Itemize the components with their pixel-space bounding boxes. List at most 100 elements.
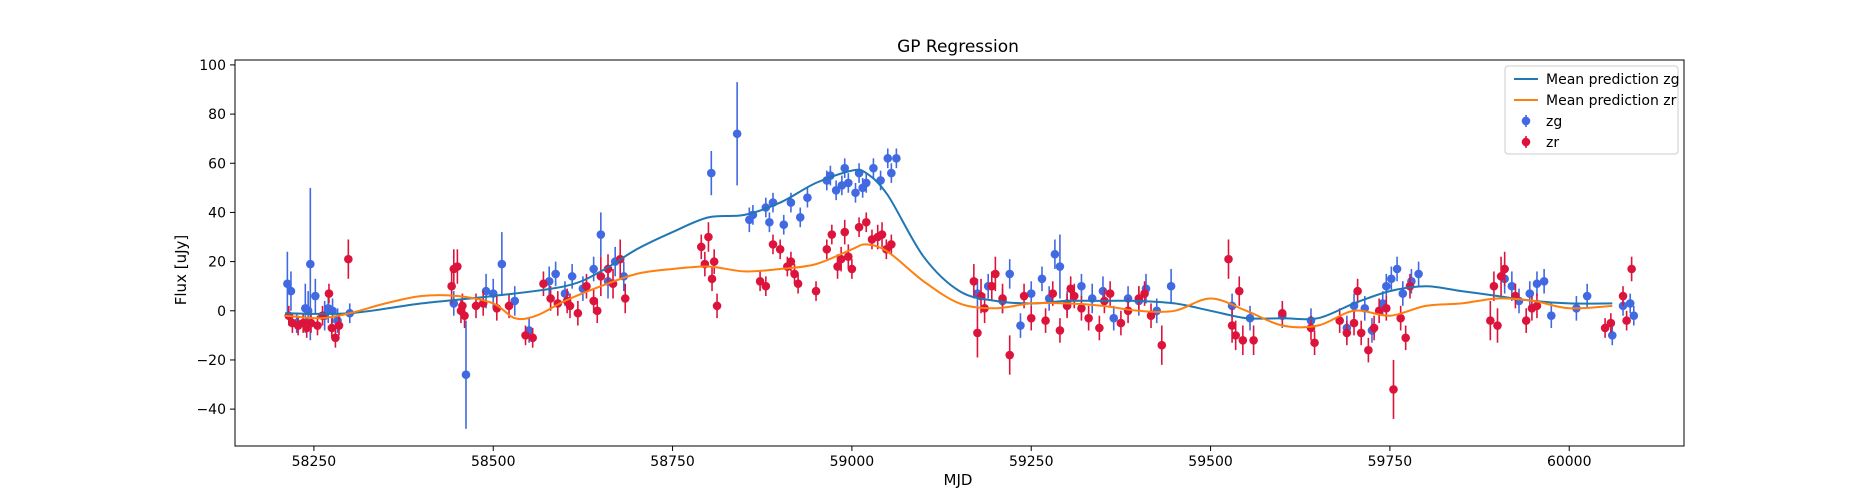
- data-point-zr: [827, 224, 837, 245]
- marker-zr: [768, 240, 778, 249]
- data-point-zg: [837, 175, 847, 196]
- marker-zr: [1105, 289, 1115, 298]
- marker-zr: [712, 301, 722, 311]
- marker-zr: [1532, 301, 1542, 311]
- data-point-zg: [1016, 313, 1025, 338]
- marker-zg: [589, 264, 598, 274]
- data-point-zr: [1374, 298, 1384, 324]
- marker-zr: [539, 279, 548, 289]
- x-tick-label: 58250: [292, 454, 337, 470]
- data-point-zg: [286, 271, 296, 311]
- marker-zr: [761, 281, 771, 291]
- data-point-zg: [779, 214, 789, 235]
- marker-zg: [707, 168, 716, 178]
- data-point-zr: [775, 239, 785, 260]
- marker-zg: [803, 193, 812, 202]
- data-point-zg: [1382, 273, 1391, 299]
- data-point-zg: [1582, 283, 1592, 309]
- marker-zr: [1364, 345, 1373, 355]
- marker-zr: [565, 301, 575, 311]
- marker-zr: [1048, 289, 1058, 298]
- y-tick-label: 40: [208, 205, 226, 221]
- marker-zg: [1414, 269, 1423, 279]
- marker-zr: [582, 281, 591, 291]
- marker-zr: [1116, 318, 1126, 328]
- y-tick-label: 20: [208, 255, 226, 271]
- data-point-zr: [1277, 300, 1287, 326]
- marker-zr: [1335, 316, 1344, 325]
- data-point-zg: [883, 148, 893, 169]
- marker-zg: [1532, 279, 1542, 289]
- data-point-zr: [1238, 325, 1248, 356]
- x-tick-label: 59750: [1368, 454, 1413, 470]
- marker-zr: [1140, 289, 1149, 298]
- data-point-zr: [592, 298, 602, 324]
- marker-zr: [1489, 281, 1499, 291]
- marker-zg: [1546, 311, 1556, 320]
- data-point-zr: [987, 271, 997, 301]
- data-point-zr: [1622, 310, 1631, 331]
- marker-zg: [1629, 311, 1639, 320]
- data-point-zr: [1627, 256, 1636, 282]
- data-point-zg: [840, 158, 850, 179]
- marker-zr: [1356, 328, 1366, 338]
- data-point-zr: [1224, 239, 1233, 279]
- marker-zr: [1005, 350, 1015, 360]
- marker-zg: [1582, 291, 1592, 301]
- data-point-zr: [546, 286, 555, 311]
- line-mean-prediction-zr: [285, 243, 1613, 329]
- marker-zr: [704, 232, 713, 242]
- data-point-zr: [1335, 308, 1344, 333]
- data-point-zr: [306, 313, 316, 333]
- marker-zg: [883, 154, 893, 163]
- line-mean-prediction-zg: [285, 168, 1613, 321]
- data-point-zg: [1539, 268, 1549, 294]
- data-point-zr: [1231, 320, 1240, 351]
- data-point-zr: [528, 327, 537, 348]
- marker-zg: [1166, 281, 1176, 291]
- marker-zg: [510, 296, 520, 306]
- marker-zg: [1037, 274, 1047, 284]
- data-point-zr: [1026, 305, 1036, 331]
- x-tick-label: 59250: [1009, 454, 1054, 470]
- marker-zr: [775, 245, 785, 254]
- marker-zr: [991, 269, 1000, 279]
- x-tick-label: 58500: [471, 454, 516, 470]
- x-axis-label: MJD: [944, 471, 973, 489]
- x-tick-label: 59000: [830, 454, 875, 470]
- marker-zg: [861, 178, 871, 188]
- marker-zr: [453, 262, 462, 271]
- marker-zr: [1224, 254, 1233, 264]
- marker-zg: [461, 370, 471, 380]
- data-point-zg: [589, 256, 598, 282]
- data-point-zr: [793, 273, 803, 294]
- data-point-zg: [887, 163, 896, 183]
- data-point-zr: [1486, 300, 1495, 341]
- legend-marker-swatch: [1521, 137, 1531, 147]
- data-point-zr: [1005, 335, 1015, 375]
- data-point-zr: [324, 283, 334, 304]
- marker-zg: [1607, 331, 1617, 340]
- marker-zr: [596, 272, 606, 281]
- data-point-zr: [539, 271, 548, 297]
- data-point-zr: [991, 256, 1000, 292]
- marker-zg: [1109, 313, 1119, 323]
- marker-zr: [1606, 318, 1616, 328]
- marker-zr: [1095, 323, 1104, 333]
- marker-zr: [460, 311, 469, 320]
- x-tick-label: 59500: [1188, 454, 1233, 470]
- data-point-zg: [861, 173, 871, 193]
- marker-zr: [324, 289, 334, 298]
- data-point-zr: [1084, 305, 1093, 331]
- data-point-zg: [844, 173, 853, 193]
- data-point-zg: [311, 278, 320, 314]
- data-point-zg: [1109, 305, 1119, 331]
- marker-zg: [765, 217, 774, 227]
- data-point-zr: [521, 325, 530, 346]
- data-point-zr: [1396, 305, 1405, 331]
- data-point-zg: [1026, 281, 1036, 306]
- marker-zr: [877, 230, 887, 239]
- y-tick-label: −40: [196, 402, 226, 418]
- marker-zg: [844, 178, 853, 188]
